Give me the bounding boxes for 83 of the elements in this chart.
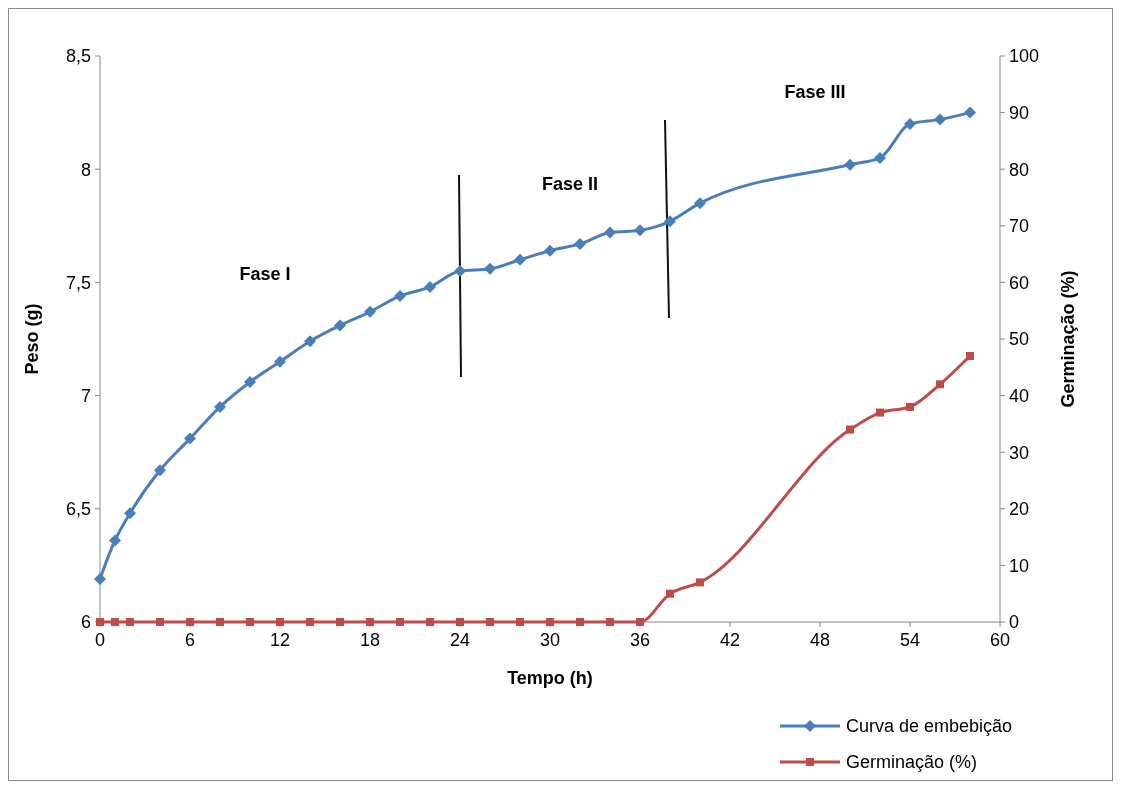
x-tick-label: 6 [184, 630, 196, 650]
y-tick-label: 7 [80, 385, 91, 406]
y-tick-label: 8,5 [65, 46, 91, 67]
y-tick-label: 8 [80, 159, 91, 180]
point [184, 432, 196, 445]
point [124, 507, 136, 520]
point [904, 117, 916, 130]
point [516, 618, 524, 626]
point [604, 226, 616, 239]
point [154, 464, 166, 477]
y2-tick-label: 40 [1009, 385, 1030, 406]
point [514, 253, 526, 266]
point [244, 376, 256, 389]
point [694, 197, 706, 210]
y2-tick-label: 10 [1009, 555, 1030, 576]
y-tick-label: 6,5 [65, 499, 91, 520]
legend-label: Curva de embebição [846, 716, 1013, 737]
y-axis-title: Peso (g) [22, 303, 42, 375]
point [109, 534, 121, 547]
legend-label: Germinação (%) [846, 752, 978, 773]
point [486, 618, 494, 626]
point [336, 618, 344, 626]
y2-tick-label: 100 [1009, 46, 1040, 67]
y2-tick-label: 90 [1009, 102, 1030, 123]
y2-tick-label: 80 [1009, 159, 1030, 180]
point [216, 618, 224, 626]
annotation: Fase III [784, 82, 846, 102]
point [394, 289, 406, 302]
point [876, 408, 884, 417]
y2-tick-label: 50 [1009, 329, 1030, 350]
x-tick-label: 24 [449, 630, 471, 650]
point [246, 618, 254, 626]
point [454, 265, 466, 278]
x-tick-label: 36 [629, 630, 651, 650]
point [844, 158, 856, 171]
point [364, 305, 376, 318]
point [964, 106, 976, 119]
point [936, 380, 944, 389]
y2-tick-label: 20 [1009, 499, 1030, 520]
point [424, 280, 436, 293]
y2-tick-label: 30 [1009, 442, 1030, 463]
x-tick-label: 12 [269, 630, 291, 650]
point [396, 618, 404, 626]
point [664, 215, 676, 228]
y2-axis-title: Germinação (%) [1058, 270, 1078, 408]
point [966, 351, 974, 360]
y2-tick-label: 70 [1009, 216, 1030, 237]
point [111, 618, 119, 626]
annotation: Fase I [239, 264, 291, 284]
x-tick-label: 60 [989, 630, 1011, 650]
point [576, 618, 584, 626]
annotation: Fase II [541, 174, 599, 194]
x-tick-label: 0 [94, 630, 106, 650]
point [126, 618, 134, 626]
point [306, 618, 314, 626]
point [696, 578, 704, 587]
x-tick-label: 54 [899, 630, 921, 650]
point [156, 618, 164, 626]
point [906, 402, 914, 411]
x-tick-label: 18 [359, 630, 381, 650]
point [606, 618, 614, 626]
x-axis-title: Tempo (h) [507, 668, 593, 688]
point [94, 572, 106, 585]
x-tick-label: 42 [719, 630, 741, 650]
y-tick-label: 6 [80, 612, 91, 633]
point [846, 425, 854, 434]
point [274, 355, 286, 368]
point [934, 113, 946, 126]
point [634, 224, 646, 237]
point [874, 151, 886, 164]
y-tick-label: 7,5 [65, 272, 91, 293]
point [544, 244, 556, 257]
y2-tick-label: 60 [1009, 272, 1030, 293]
point [334, 319, 346, 332]
point [304, 335, 316, 348]
y2-tick-label: 0 [1009, 612, 1020, 633]
point [666, 589, 674, 598]
point [574, 237, 586, 250]
point [484, 262, 496, 275]
x-tick-label: 48 [809, 630, 831, 650]
point [426, 618, 434, 626]
x-tick-label: 30 [539, 630, 561, 650]
point [214, 400, 226, 413]
